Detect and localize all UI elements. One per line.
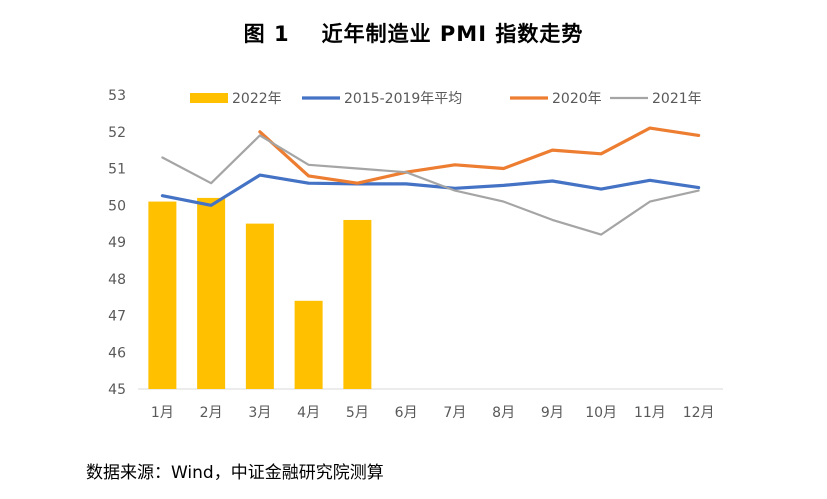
x-tick-label: 11月 — [634, 405, 666, 421]
x-tick-label: 2月 — [200, 405, 223, 421]
y-tick-label: 51 — [108, 162, 126, 178]
bar — [148, 201, 177, 389]
legend-label: 2021年 — [652, 91, 702, 107]
y-tick-label: 49 — [108, 235, 126, 251]
line-series — [160, 126, 701, 236]
bar-series — [148, 197, 372, 389]
x-tick-label: 12月 — [683, 405, 715, 421]
x-tick-label: 9月 — [541, 405, 564, 421]
x-tick-label: 4月 — [297, 405, 320, 421]
bar — [343, 219, 372, 389]
bar — [245, 223, 274, 389]
y-tick-label: 45 — [108, 382, 126, 398]
legend-label: 2020年 — [552, 91, 602, 107]
data-source-note: 数据来源：Wind，中证金融研究院测算 — [86, 463, 384, 483]
x-tick-label: 10月 — [585, 405, 617, 421]
y-tick-label: 52 — [108, 125, 126, 141]
x-axis: 1月 2月 3月 4月 5月 6月 7月 8月 9月 10月 11月 12月 — [138, 388, 723, 421]
legend-label: 2015-2019年平均 — [344, 91, 462, 107]
y-tick-label: 46 — [108, 345, 126, 361]
y-tick-label: 47 — [108, 309, 126, 325]
legend-label: 2022年 — [232, 91, 282, 107]
y-tick-label: 48 — [108, 272, 126, 288]
chart-title: 图 1 近年制造业 PMI 指数走势 — [0, 18, 827, 48]
series-line — [160, 173, 701, 207]
y-tick-label: 50 — [108, 198, 126, 214]
figure-number: 图 1 — [243, 22, 290, 46]
chart-title-text: 近年制造业 PMI 指数走势 — [321, 22, 584, 46]
x-tick-label: 1月 — [151, 405, 174, 421]
y-tick-label: 53 — [108, 88, 126, 104]
x-tick-label: 6月 — [395, 405, 418, 421]
legend-swatch — [190, 93, 228, 103]
bar — [294, 300, 323, 389]
x-tick-label: 8月 — [492, 405, 515, 421]
x-tick-label: 7月 — [443, 405, 466, 421]
y-axis: 45 46 47 48 49 50 51 52 53 — [108, 88, 126, 398]
series-line — [258, 126, 701, 185]
x-tick-label: 5月 — [346, 405, 369, 421]
bar — [197, 197, 226, 389]
legend: 2022年 2015-2019年平均 2020年 2021年 — [190, 91, 702, 107]
x-tick-label: 3月 — [248, 405, 271, 421]
series-line — [161, 134, 700, 236]
